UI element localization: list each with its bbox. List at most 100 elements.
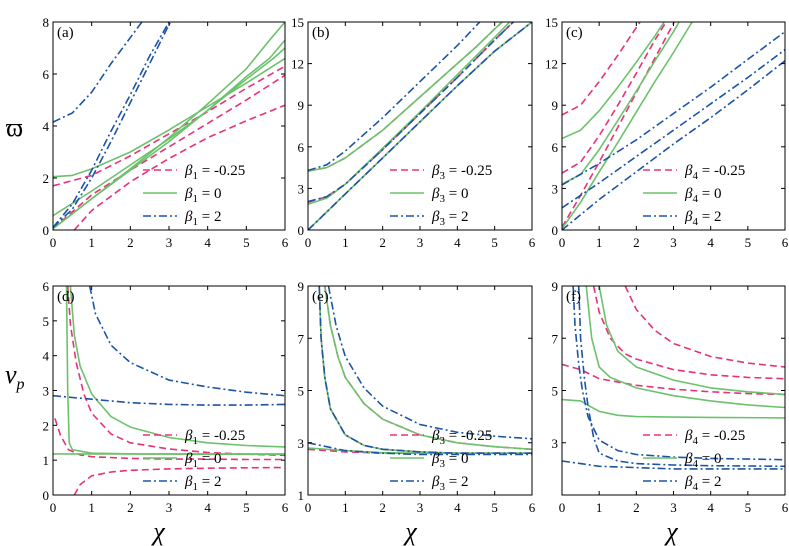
x-tick-label: 5 — [491, 500, 498, 515]
series-group — [53, 22, 285, 230]
legend-entry: β4 = 2 — [684, 209, 721, 228]
legend-entry: β1 = 0 — [184, 186, 221, 205]
series-line-3 — [598, 286, 785, 396]
x-tick-label: 1 — [88, 235, 95, 250]
series-line-0 — [562, 22, 641, 116]
y-tick-label: 2 — [43, 418, 50, 433]
series-line-2 — [562, 22, 675, 228]
y-tick-label: 3 — [552, 436, 559, 451]
series-line-8 — [308, 442, 532, 456]
legend-entry: β3 = -0.25 — [431, 428, 492, 447]
panel-5: 0 1 2 3 4 5 6 3 5 7 9 (f) β4 = -0.25 β4 = 0 β4 = 2 — [552, 279, 789, 515]
legend-entry: β3 = 2 — [431, 209, 468, 228]
y-tick-label: 7 — [552, 331, 559, 346]
y-tick-label: 6 — [298, 140, 305, 155]
legend-entry: β3 = -0.25 — [431, 163, 492, 182]
series-line-3 — [69, 286, 285, 448]
legend-entry: β4 = 0 — [684, 186, 721, 205]
legend-entry: β4 = -0.25 — [684, 428, 745, 447]
series-line-3 — [308, 22, 503, 172]
x-tick-label: 2 — [127, 235, 134, 250]
y-tick-label: 12 — [545, 57, 558, 72]
y-axis-label-bottom-main: v — [5, 360, 17, 389]
x-axis-label-1: χ — [150, 517, 165, 546]
series-line-6 — [327, 286, 532, 440]
y-tick-label: 15 — [291, 15, 304, 30]
y-tick-label: 8 — [43, 15, 50, 30]
legend-entry: β1 = 2 — [184, 209, 221, 228]
plot-frame — [307, 285, 533, 496]
x-tick-label: 6 — [529, 235, 536, 250]
x-tick-label: 4 — [707, 235, 714, 250]
series-line-5 — [562, 22, 693, 230]
series-line-0 — [324, 286, 532, 451]
series-group — [562, 286, 785, 470]
x-tick-label: 3 — [166, 235, 173, 250]
panel-label: (a) — [57, 25, 74, 41]
x-tick-label: 0 — [50, 500, 57, 515]
x-tick-label: 5 — [243, 500, 250, 515]
series-line-6 — [88, 286, 285, 397]
legend-entry: β1 = -0.25 — [184, 428, 245, 447]
x-tick-label: 0 — [50, 235, 57, 250]
x-tick-label: 5 — [243, 235, 250, 250]
series-line-6 — [572, 286, 785, 461]
series-group — [562, 22, 785, 230]
y-tick-label: 9 — [298, 279, 305, 294]
y-tick-label: 0 — [43, 223, 50, 238]
series-line-0 — [66, 286, 285, 457]
series-group — [308, 22, 532, 230]
x-tick-label: 6 — [782, 235, 789, 250]
series-line-1 — [318, 286, 532, 454]
series-line-8 — [562, 60, 785, 230]
panel-label: (e) — [312, 289, 329, 305]
legend-entry: β4 = 2 — [684, 474, 721, 493]
x-tick-label: 6 — [529, 500, 536, 515]
series-line-1 — [54, 418, 285, 461]
series-line-3 — [562, 22, 665, 140]
x-tick-label: 0 — [305, 500, 312, 515]
y-axis-label-top: ϖ — [6, 113, 23, 142]
x-tick-label: 4 — [707, 500, 714, 515]
legend-entry: β4 = 0 — [684, 451, 721, 470]
legend-entry: β3 = 0 — [431, 186, 468, 205]
plot-frame — [561, 285, 786, 496]
x-tick-label: 2 — [127, 500, 134, 515]
x-tick-label: 2 — [633, 500, 640, 515]
x-tick-label: 2 — [633, 235, 640, 250]
plot-frame — [52, 285, 286, 496]
x-tick-label: 4 — [454, 500, 461, 515]
x-axis-label-2: χ — [402, 517, 417, 546]
series-line-2 — [73, 104, 285, 230]
y-tick-label: 3 — [298, 181, 305, 196]
series-line-7 — [562, 49, 785, 209]
y-tick-label: 5 — [298, 384, 305, 399]
series-line-2 — [73, 466, 285, 495]
y-tick-label: 1 — [43, 453, 50, 468]
legend-entry: β3 = 0 — [431, 451, 468, 470]
series-line-7 — [308, 22, 514, 203]
series-line-5 — [308, 447, 532, 454]
series-line-6 — [562, 31, 785, 186]
x-tick-label: 4 — [454, 235, 461, 250]
y-tick-label: 6 — [552, 140, 559, 155]
y-tick-label: 6 — [43, 67, 50, 82]
x-tick-label: 1 — [596, 500, 603, 515]
legend-entry: β3 = 2 — [431, 474, 468, 493]
y-tick-label: 4 — [43, 349, 50, 364]
y-tick-label: 3 — [298, 436, 305, 451]
series-line-4 — [308, 22, 511, 206]
x-tick-label: 4 — [204, 500, 211, 515]
series-line-5 — [562, 398, 785, 419]
y-tick-label: 1 — [298, 488, 305, 503]
legend-entry: β1 = 2 — [184, 474, 221, 493]
legend-entry: β4 = -0.25 — [684, 163, 745, 182]
panel-label: (b) — [312, 25, 330, 41]
y-tick-label: 5 — [43, 314, 50, 329]
x-tick-label: 3 — [417, 235, 424, 250]
y-axis-label-bottom: vp — [5, 360, 25, 393]
y-tick-label: 2 — [43, 171, 50, 186]
